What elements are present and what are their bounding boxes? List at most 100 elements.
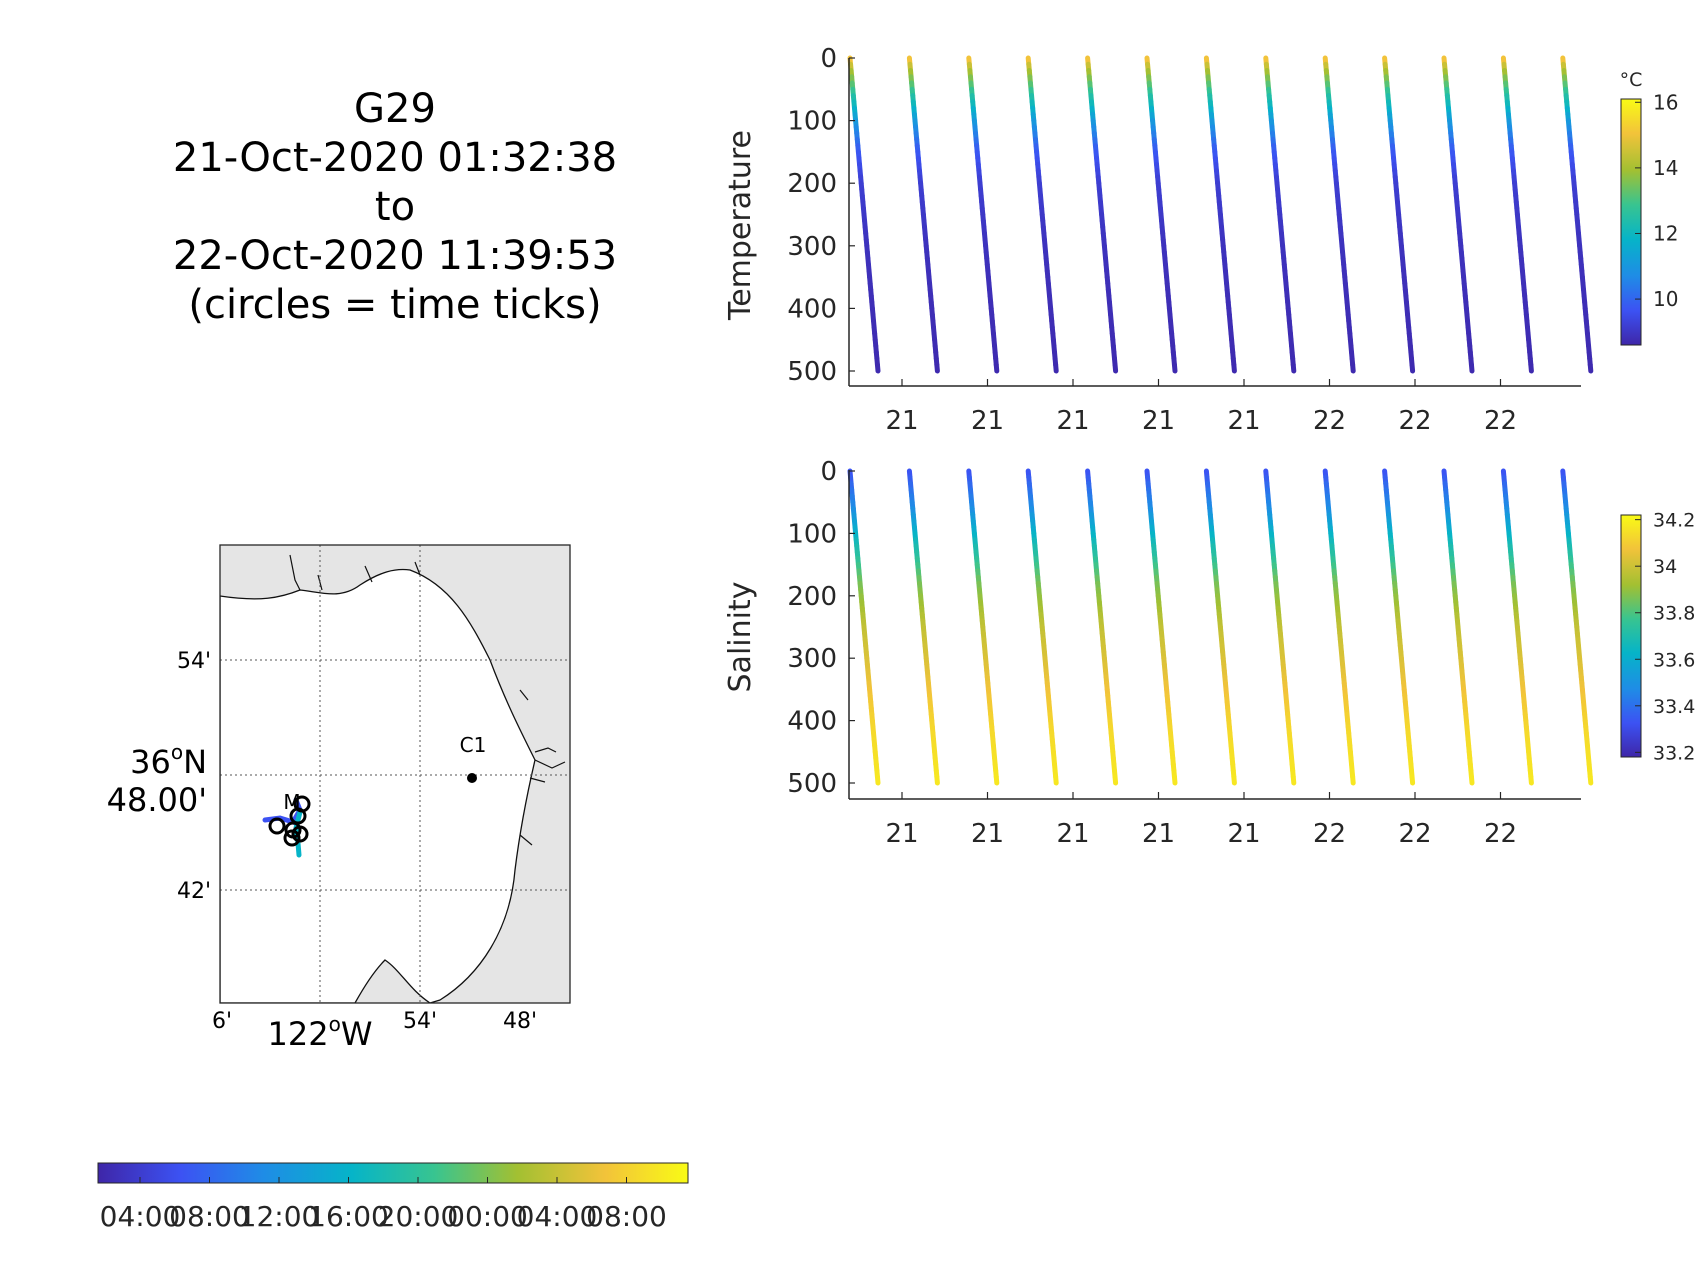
profile-12 <box>1500 468 1534 786</box>
map-panel: C1 M 54' 36oN 48.00' 42' 6' 122oW 54' 48… <box>107 544 571 1053</box>
map-lon-tick-48: 48' <box>503 1009 537 1034</box>
time-colorbar-tick-label: 20:00 <box>378 1200 459 1233</box>
colorbar-tick-label: 14 <box>1653 156 1678 180</box>
profile-segment <box>993 774 1000 786</box>
colorbar-tick-label: 16 <box>1653 90 1678 114</box>
map-lat-tick-48: 48.00' <box>107 781 207 819</box>
time-tick-circle <box>268 817 286 835</box>
profile-segment <box>1171 362 1178 374</box>
map-ocean <box>220 568 536 1003</box>
y-tick-label: 200 <box>787 582 837 612</box>
profile-6 <box>1144 468 1178 786</box>
map-frame <box>219 544 571 1004</box>
profile-1 <box>847 55 881 374</box>
profile-12 <box>1500 55 1534 374</box>
title-line-5: (circles = time ticks) <box>188 282 601 328</box>
profile-segment <box>1468 362 1475 374</box>
colorbar-tick-label: 34 <box>1653 556 1677 578</box>
profile-3 <box>966 55 1000 374</box>
profile-9 <box>1322 468 1356 786</box>
x-tick-label: 21 <box>885 819 918 849</box>
profile-11 <box>1441 55 1475 374</box>
map-lat-degree-mark: o <box>171 740 183 764</box>
profile-segment <box>1409 774 1416 786</box>
colorbar-tick-label: 33.2 <box>1653 742 1695 764</box>
temperature-y-ticks: 0 100 200 300 400 500 <box>787 44 855 387</box>
x-tick-label: 21 <box>971 819 1004 849</box>
x-tick-label: 21 <box>1142 819 1175 849</box>
profile-13 <box>1560 55 1594 374</box>
profile-segment <box>874 362 881 374</box>
profile-segment <box>1112 774 1119 786</box>
time-colorbar-tick-label: 08:00 <box>169 1200 250 1233</box>
station-c1-label: C1 <box>460 733 487 757</box>
x-tick-label: 21 <box>971 406 1004 436</box>
profile-segment <box>1350 362 1356 374</box>
station-m-label: M <box>283 790 300 814</box>
profile-segment <box>1587 774 1594 786</box>
map-lon-major: 122oW <box>268 1012 373 1053</box>
colorbar-tick-label: 33.6 <box>1653 649 1695 671</box>
profile-7 <box>1203 468 1237 786</box>
map-coast-detail-east <box>519 689 566 846</box>
profile-5 <box>1085 468 1119 786</box>
x-tick-label: 21 <box>1056 819 1089 849</box>
title-line-1: G29 <box>354 86 436 132</box>
salinity-colorbar-gradient <box>1620 514 1642 758</box>
profile-2 <box>906 55 940 374</box>
temperature-colorbar-ticks: 16 14 12 10 <box>1635 90 1678 311</box>
colorbar-tick-label: 34.2 <box>1653 510 1695 532</box>
x-tick-label: 22 <box>1398 406 1431 436</box>
y-tick-label: 300 <box>787 232 837 262</box>
profile-11 <box>1441 468 1475 786</box>
x-tick-label: 21 <box>885 406 918 436</box>
temperature-panel: 0 100 200 300 400 500 21 21 21 21 21 22 22 22 Temper… <box>723 44 1678 436</box>
y-tick-label: 100 <box>787 519 837 549</box>
profile-segment <box>1528 774 1534 786</box>
profile-4 <box>1025 55 1059 374</box>
map-lat-tick-42: 42' <box>177 879 211 904</box>
salinity-colorbar: 34.2 34 33.8 33.6 33.4 33.2 <box>1620 510 1695 764</box>
colorbar-tick-label: 10 <box>1653 287 1678 311</box>
profile-8 <box>1263 468 1297 786</box>
glider-track <box>262 795 311 858</box>
colorbar-tick-label: 12 <box>1653 221 1678 245</box>
profile-segment <box>1290 362 1297 374</box>
temperature-colorbar-unit: °C <box>1620 69 1643 91</box>
time-colorbar-tick-label: 12:00 <box>239 1200 320 1233</box>
time-tick-circle <box>283 829 301 847</box>
y-tick-label: 0 <box>820 457 837 487</box>
map-lat-tick-54: 54' <box>177 649 211 674</box>
y-tick-label: 300 <box>787 644 837 674</box>
profile-segment <box>934 774 940 786</box>
profile-6 <box>1144 55 1178 374</box>
temperature-colorbar-gradient <box>1620 98 1642 346</box>
time-tick-circle <box>289 807 307 825</box>
profile-segment <box>1112 362 1119 374</box>
y-tick-label: 500 <box>787 769 837 799</box>
map-grid <box>220 545 570 1003</box>
x-tick-label: 22 <box>1313 406 1346 436</box>
salinity-x-ticks: 21 21 21 21 21 22 22 22 <box>885 792 1517 849</box>
map-lat-hemisphere: N <box>183 743 207 781</box>
map-lon-tick-6: 6' <box>212 1009 232 1034</box>
profile-9 <box>1322 55 1356 374</box>
profile-segment <box>1587 362 1594 374</box>
station-c1-marker <box>467 773 477 783</box>
time-tick-circle <box>291 825 309 843</box>
map-lon-hemisphere: W <box>341 1015 373 1053</box>
profile-segment <box>993 362 1000 374</box>
x-tick-label: 21 <box>1227 406 1260 436</box>
map-lat-degrees: 36 <box>130 743 171 781</box>
map-coast-detail-north <box>289 554 421 591</box>
profile-1 <box>847 468 881 786</box>
profile-3 <box>966 468 1000 786</box>
x-tick-label: 21 <box>1056 406 1089 436</box>
profile-segment <box>934 362 940 374</box>
salinity-profiles <box>847 468 1594 786</box>
map-lat-major: 36oN <box>130 740 207 781</box>
y-tick-label: 400 <box>787 294 837 324</box>
profile-segment <box>1231 362 1237 374</box>
